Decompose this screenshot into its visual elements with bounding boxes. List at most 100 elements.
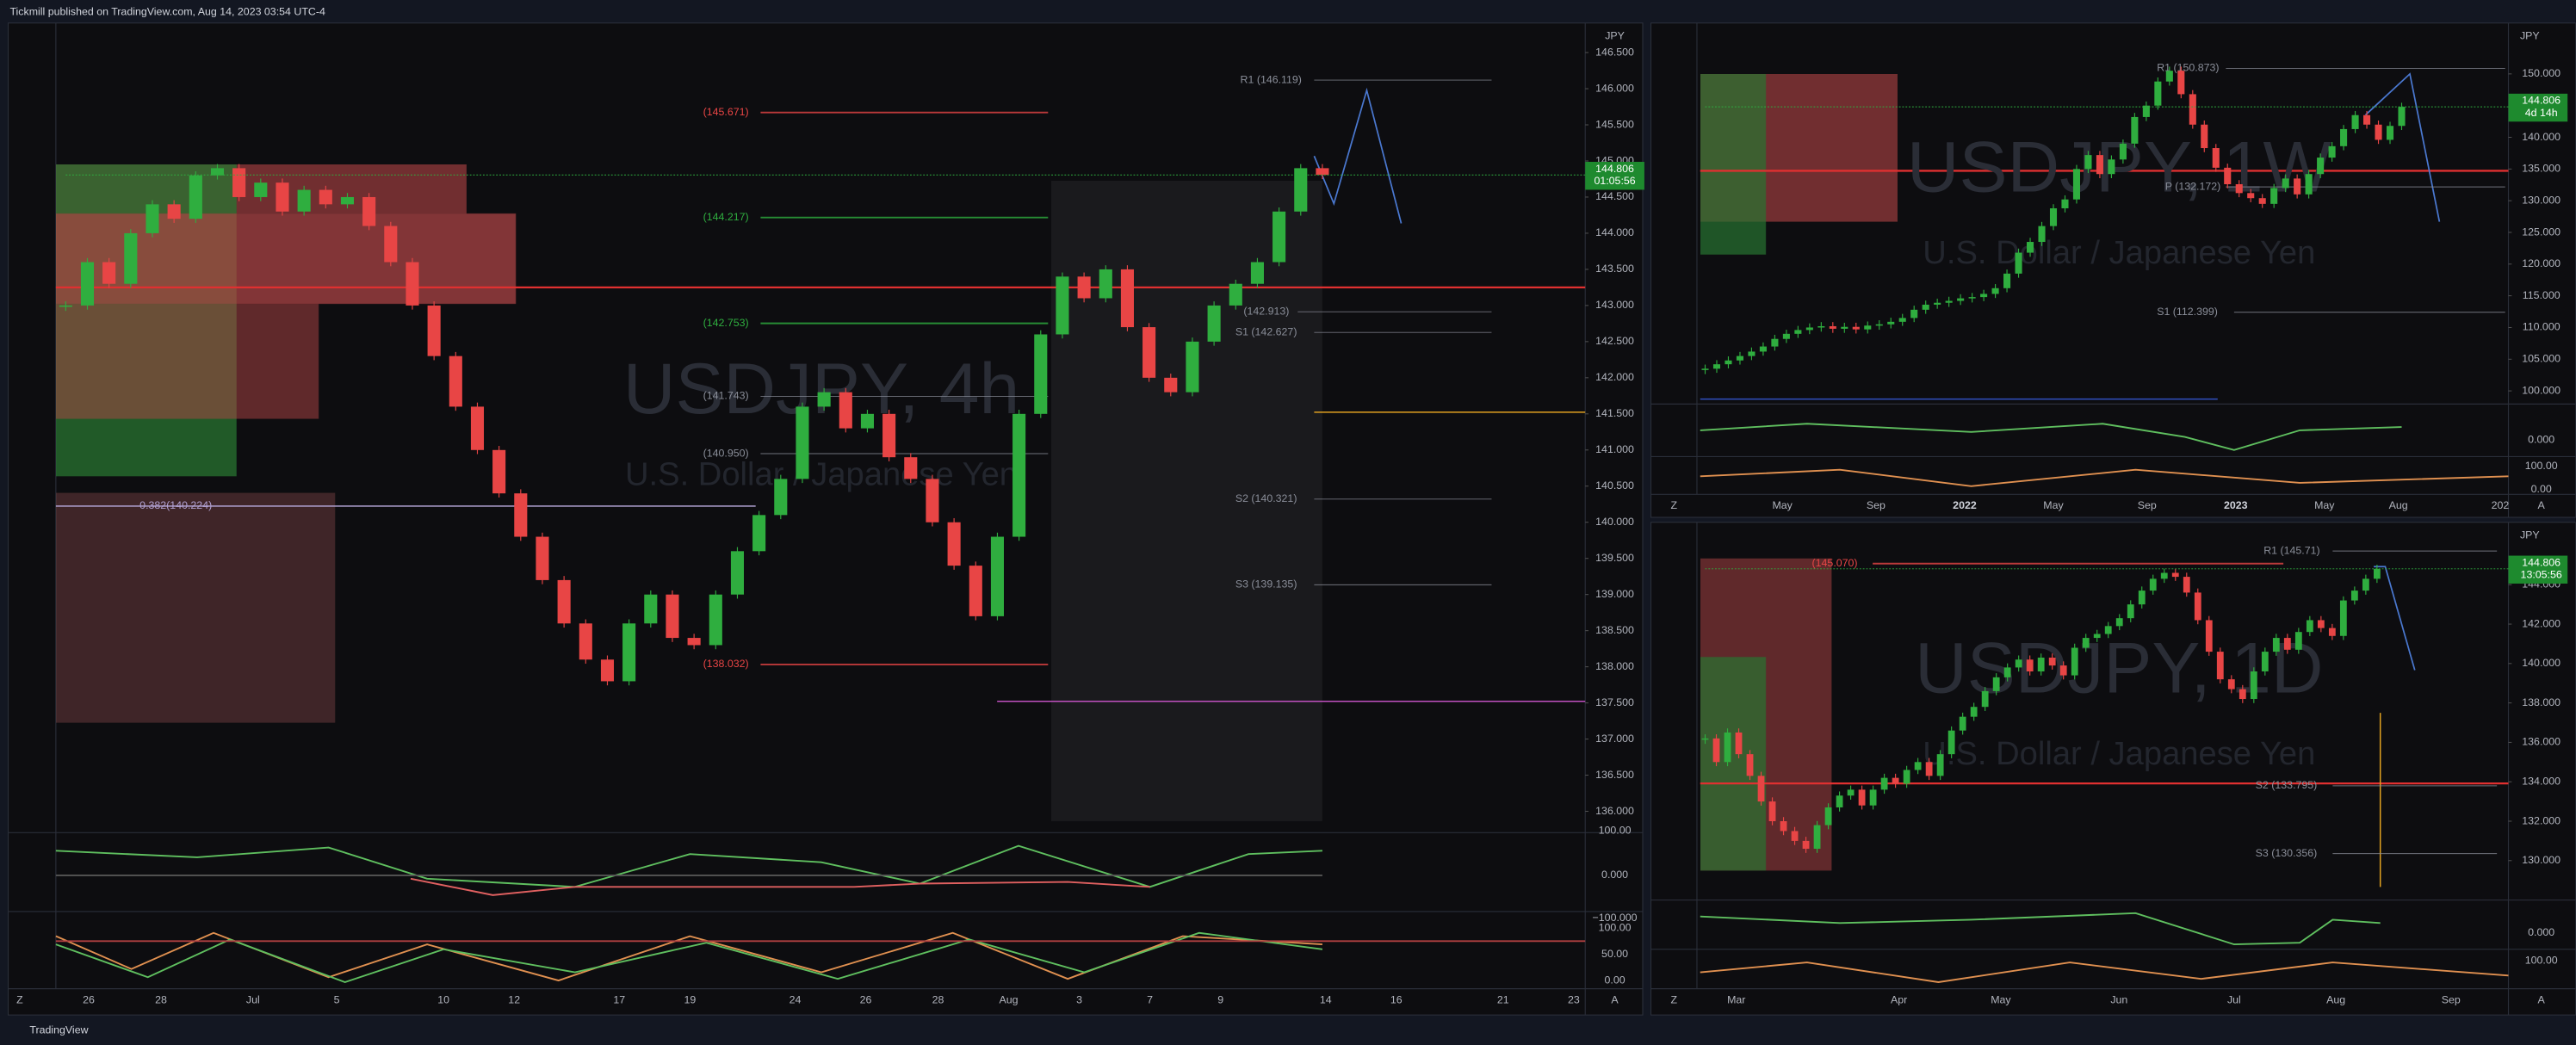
scale-button[interactable]: A bbox=[2538, 499, 2546, 511]
candle bbox=[2247, 193, 2255, 199]
level-label: S2 (133.795) bbox=[2256, 779, 2318, 791]
candle bbox=[2059, 665, 2067, 676]
level-label: (145.671) bbox=[703, 106, 749, 118]
candle bbox=[1805, 327, 1813, 331]
x-tick-label: Aug bbox=[2326, 993, 2345, 1005]
x-tick-label: May bbox=[1991, 993, 2011, 1005]
x-tick-label: 202 bbox=[2492, 499, 2510, 511]
y-tick-label: 136.000 bbox=[1595, 805, 1634, 817]
y-tick-label: 136.000 bbox=[2522, 736, 2561, 748]
y-tick-label: 140.000 bbox=[1595, 516, 1634, 528]
candle bbox=[2239, 689, 2246, 700]
y-tick-label: 144.500 bbox=[1595, 190, 1634, 202]
candle bbox=[2049, 207, 2058, 226]
candle bbox=[1771, 338, 1779, 347]
candle bbox=[1077, 276, 1091, 299]
y-tick-label: 137.000 bbox=[1595, 733, 1634, 745]
y-tick-label: 134.000 bbox=[2522, 775, 2561, 787]
watermark-description: U.S. Dollar / Japanese Yen bbox=[1923, 735, 2315, 772]
candle bbox=[2351, 114, 2359, 129]
candle bbox=[860, 413, 875, 429]
level-label: (142.753) bbox=[703, 317, 749, 329]
candle bbox=[167, 204, 181, 220]
level-label: (145.070) bbox=[1812, 557, 1858, 569]
scale-button[interactable]: A bbox=[2538, 993, 2546, 1005]
x-tick-label: Aug bbox=[999, 993, 1018, 1005]
y-tick-label: 139.500 bbox=[1595, 552, 1634, 564]
candle bbox=[362, 196, 376, 226]
candle bbox=[1186, 341, 1199, 393]
candle bbox=[1947, 730, 1955, 755]
candle bbox=[1746, 754, 1754, 776]
countdown: 01:05:56 bbox=[1594, 175, 1635, 187]
candle bbox=[1864, 325, 1872, 330]
candle bbox=[1970, 707, 1978, 717]
candle bbox=[2224, 167, 2232, 185]
candle bbox=[2212, 148, 2220, 168]
candle bbox=[1959, 716, 1966, 731]
candle bbox=[1701, 738, 1709, 740]
candle bbox=[2350, 591, 2358, 601]
candle bbox=[536, 536, 549, 580]
candle bbox=[1273, 211, 1286, 263]
candle bbox=[1957, 298, 1965, 301]
scale-button[interactable]: A bbox=[1611, 993, 1619, 1005]
candle bbox=[2183, 577, 2190, 593]
candle bbox=[2363, 114, 2371, 125]
indicator-label: 100.00 bbox=[2525, 954, 2558, 966]
candle bbox=[2061, 199, 2069, 208]
candle bbox=[1748, 351, 1756, 356]
scale-button[interactable]: Z bbox=[16, 993, 23, 1005]
candle bbox=[1142, 327, 1156, 378]
x-tick-label: May bbox=[1772, 499, 1793, 511]
x-tick-label: Sep bbox=[2442, 993, 2461, 1005]
y-tick-label: 110.000 bbox=[2523, 321, 2561, 333]
candle bbox=[146, 204, 159, 233]
candle bbox=[2282, 178, 2289, 189]
y-tick-label: 150.000 bbox=[2522, 67, 2561, 79]
scale-button[interactable]: Z bbox=[1670, 993, 1677, 1005]
candle bbox=[340, 196, 355, 205]
candle bbox=[2082, 638, 2090, 648]
candle bbox=[1887, 321, 1895, 325]
candle bbox=[1735, 732, 1743, 755]
candle bbox=[1991, 288, 1999, 294]
candle bbox=[2306, 620, 2313, 633]
candle bbox=[2194, 592, 2201, 621]
candle bbox=[102, 262, 116, 284]
candle bbox=[882, 413, 896, 458]
candle bbox=[579, 623, 592, 660]
y-tick-label: 143.500 bbox=[1595, 263, 1634, 275]
x-tick-label: 2023 bbox=[2224, 499, 2248, 511]
y-tick-label: 138.000 bbox=[2522, 696, 2561, 708]
indicator-label: 0.000 bbox=[2528, 926, 2554, 938]
candle bbox=[1712, 738, 1720, 763]
candle bbox=[232, 168, 246, 197]
scale-button[interactable]: Z bbox=[1670, 499, 1677, 511]
candle bbox=[1712, 364, 1721, 369]
candle bbox=[1725, 360, 1732, 365]
x-tick-label: Apr bbox=[1891, 993, 1907, 1005]
level-label: S3 (130.356) bbox=[2256, 847, 2318, 859]
indicator-label: 100.00 bbox=[2525, 460, 2558, 472]
candle bbox=[124, 232, 138, 284]
x-tick-label: 26 bbox=[860, 993, 872, 1005]
candle bbox=[2305, 174, 2313, 195]
watermark-description: U.S. Dollar / Japanese Yen bbox=[1923, 234, 2315, 271]
indicator-label: 50.00 bbox=[1601, 948, 1628, 960]
x-tick-label: 10 bbox=[437, 993, 449, 1005]
x-tick-label: 12 bbox=[508, 993, 520, 1005]
countdown: 4d 14h bbox=[2525, 107, 2558, 119]
candle bbox=[1869, 789, 1877, 806]
candle bbox=[2270, 188, 2278, 204]
candle bbox=[2149, 578, 2157, 591]
candle bbox=[926, 479, 939, 522]
candle bbox=[2154, 81, 2162, 106]
indicator-label: 0.000 bbox=[2528, 434, 2554, 446]
candle bbox=[1164, 377, 1178, 393]
candle bbox=[1922, 304, 1929, 310]
x-tick-label: Jun bbox=[2110, 993, 2127, 1005]
currency: JPY bbox=[2520, 29, 2540, 41]
candle bbox=[1992, 677, 2000, 691]
candle bbox=[774, 479, 788, 516]
